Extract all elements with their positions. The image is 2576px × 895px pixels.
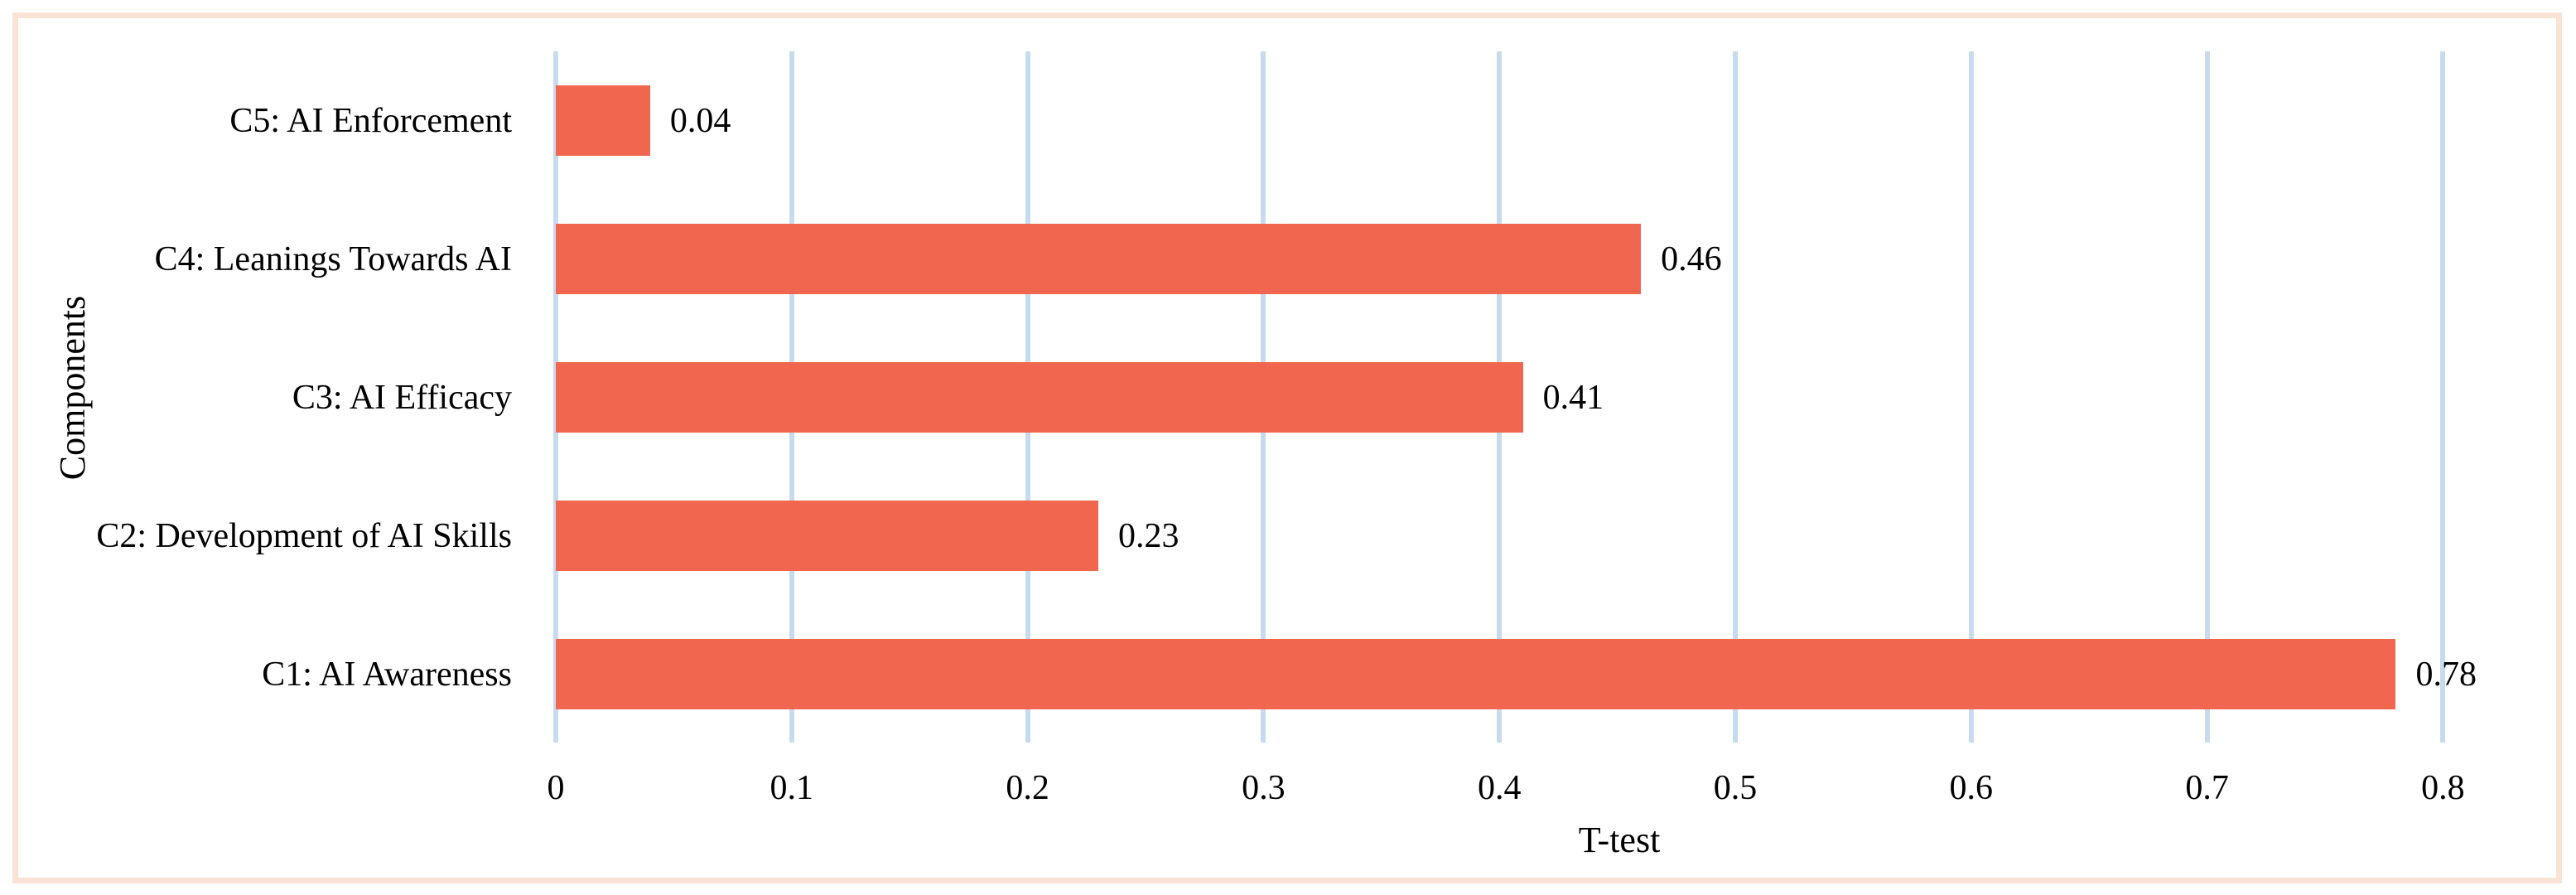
gridline-0.8: [2440, 51, 2446, 743]
bar-c5: [556, 85, 650, 156]
category-label-c4: C4: Leanings Towards AI: [154, 239, 512, 278]
x-tick-label-0.3: 0.3: [1242, 769, 1286, 807]
x-tick-label-0.1: 0.1: [769, 769, 814, 807]
chart-frame-border: [12, 12, 2562, 883]
x-axis-title: T-test: [1578, 820, 1661, 860]
gridline-0.5: [1733, 51, 1738, 743]
x-tick-label-0: 0: [547, 769, 565, 807]
value-label-c3: 0.41: [1542, 378, 1604, 417]
x-tick-label-0.6: 0.6: [1949, 769, 1994, 807]
value-label-c1: 0.78: [2415, 655, 2477, 694]
bar-c4: [556, 224, 1642, 294]
bar-c1: [556, 639, 2396, 709]
x-tick-label-0.5: 0.5: [1713, 769, 1758, 807]
gridline-0.7: [2204, 51, 2210, 743]
gridline-0.6: [1968, 51, 1974, 743]
category-label-c1: C1: AI Awareness: [262, 655, 512, 694]
bar-c3: [556, 362, 1523, 433]
y-axis-title: Components: [52, 295, 93, 481]
x-tick-label-0.4: 0.4: [1477, 769, 1522, 807]
value-label-c2: 0.23: [1118, 516, 1179, 555]
value-label-c5: 0.04: [669, 101, 731, 140]
category-label-c2: C2: Development of AI Skills: [96, 516, 512, 555]
value-label-c4: 0.46: [1661, 239, 1722, 278]
category-label-c3: C3: AI Efficacy: [292, 378, 512, 417]
x-tick-label-0.7: 0.7: [2185, 769, 2229, 807]
x-tick-label-0.8: 0.8: [2421, 769, 2465, 807]
category-label-c5: C5: AI Enforcement: [229, 101, 512, 140]
bar-c2: [556, 501, 1099, 571]
x-tick-label-0.2: 0.2: [1006, 769, 1049, 807]
